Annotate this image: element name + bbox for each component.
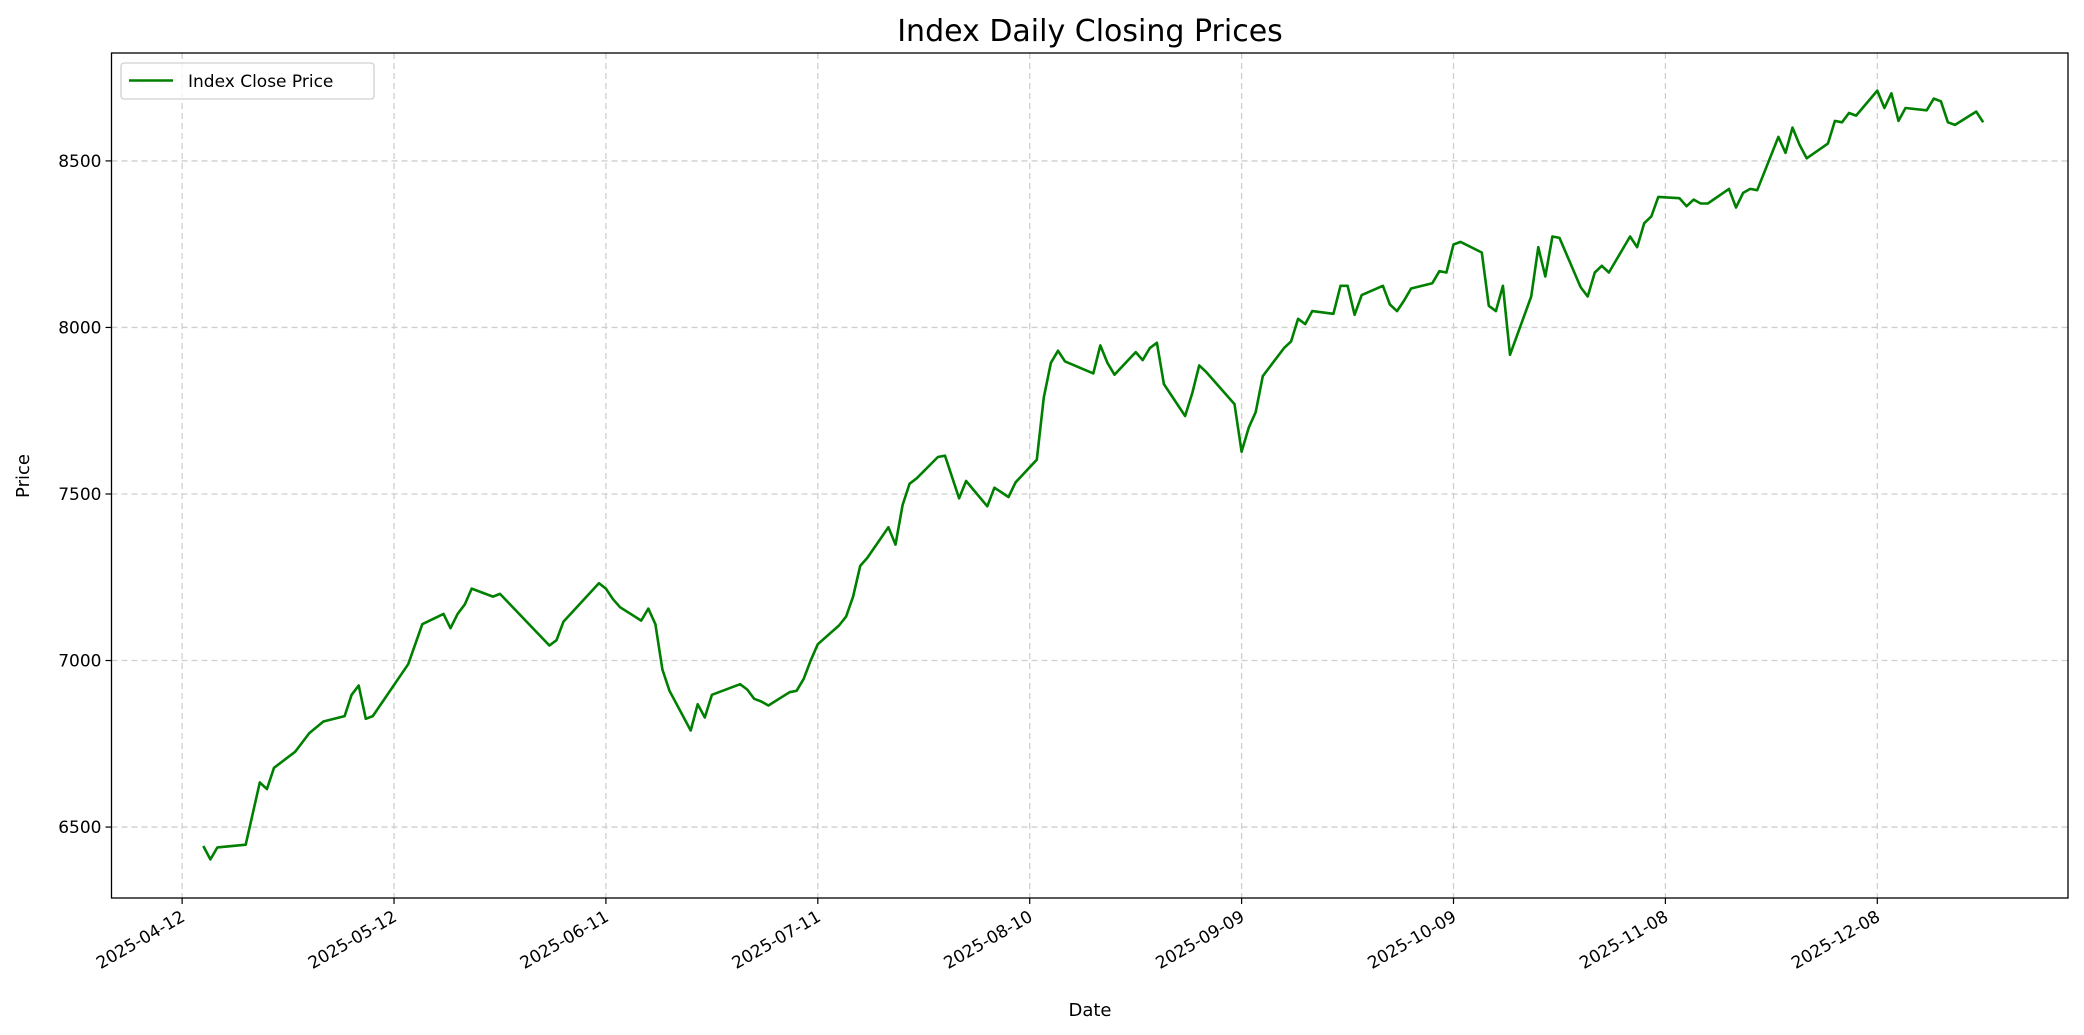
x-tick-label: 2025-09-09 xyxy=(1153,907,1249,974)
chart-title: Index Daily Closing Prices xyxy=(897,14,1283,49)
grid xyxy=(111,53,2068,898)
x-tick-label: 2025-11-08 xyxy=(1576,907,1672,974)
y-tick-label: 8500 xyxy=(58,152,101,172)
y-axis-label: Price xyxy=(13,454,34,498)
legend-label: Index Close Price xyxy=(188,72,333,92)
x-axis-label: Date xyxy=(1068,1000,1111,1021)
y-tick-label: 7500 xyxy=(58,485,101,505)
y-tick-label: 7000 xyxy=(58,652,101,672)
legend-box xyxy=(120,62,375,100)
x-tick-label: 2025-04-12 xyxy=(93,907,189,974)
plot-frame xyxy=(110,52,2069,899)
x-tick-label: 2025-05-12 xyxy=(305,907,401,974)
x-tick-label: 2025-12-08 xyxy=(1788,907,1884,974)
y-tick-label: 6500 xyxy=(58,818,101,838)
x-tick-label: 2025-06-11 xyxy=(517,907,613,974)
y-tick-label: 8000 xyxy=(58,318,101,338)
x-axis: 2025-04-12 2025-05-12 2025-06-11 2025-07-11… xyxy=(93,898,1884,974)
y-axis: 6500 7000 7500 8000 8500 xyxy=(58,152,112,838)
x-tick-label: 2025-08-10 xyxy=(941,907,1037,974)
x-tick-label: 2025-07-11 xyxy=(729,907,825,974)
series-line-index-close-price xyxy=(202,89,1985,861)
legend: Index Close Price xyxy=(120,62,375,100)
x-tick-label: 2025-10-09 xyxy=(1364,907,1460,974)
